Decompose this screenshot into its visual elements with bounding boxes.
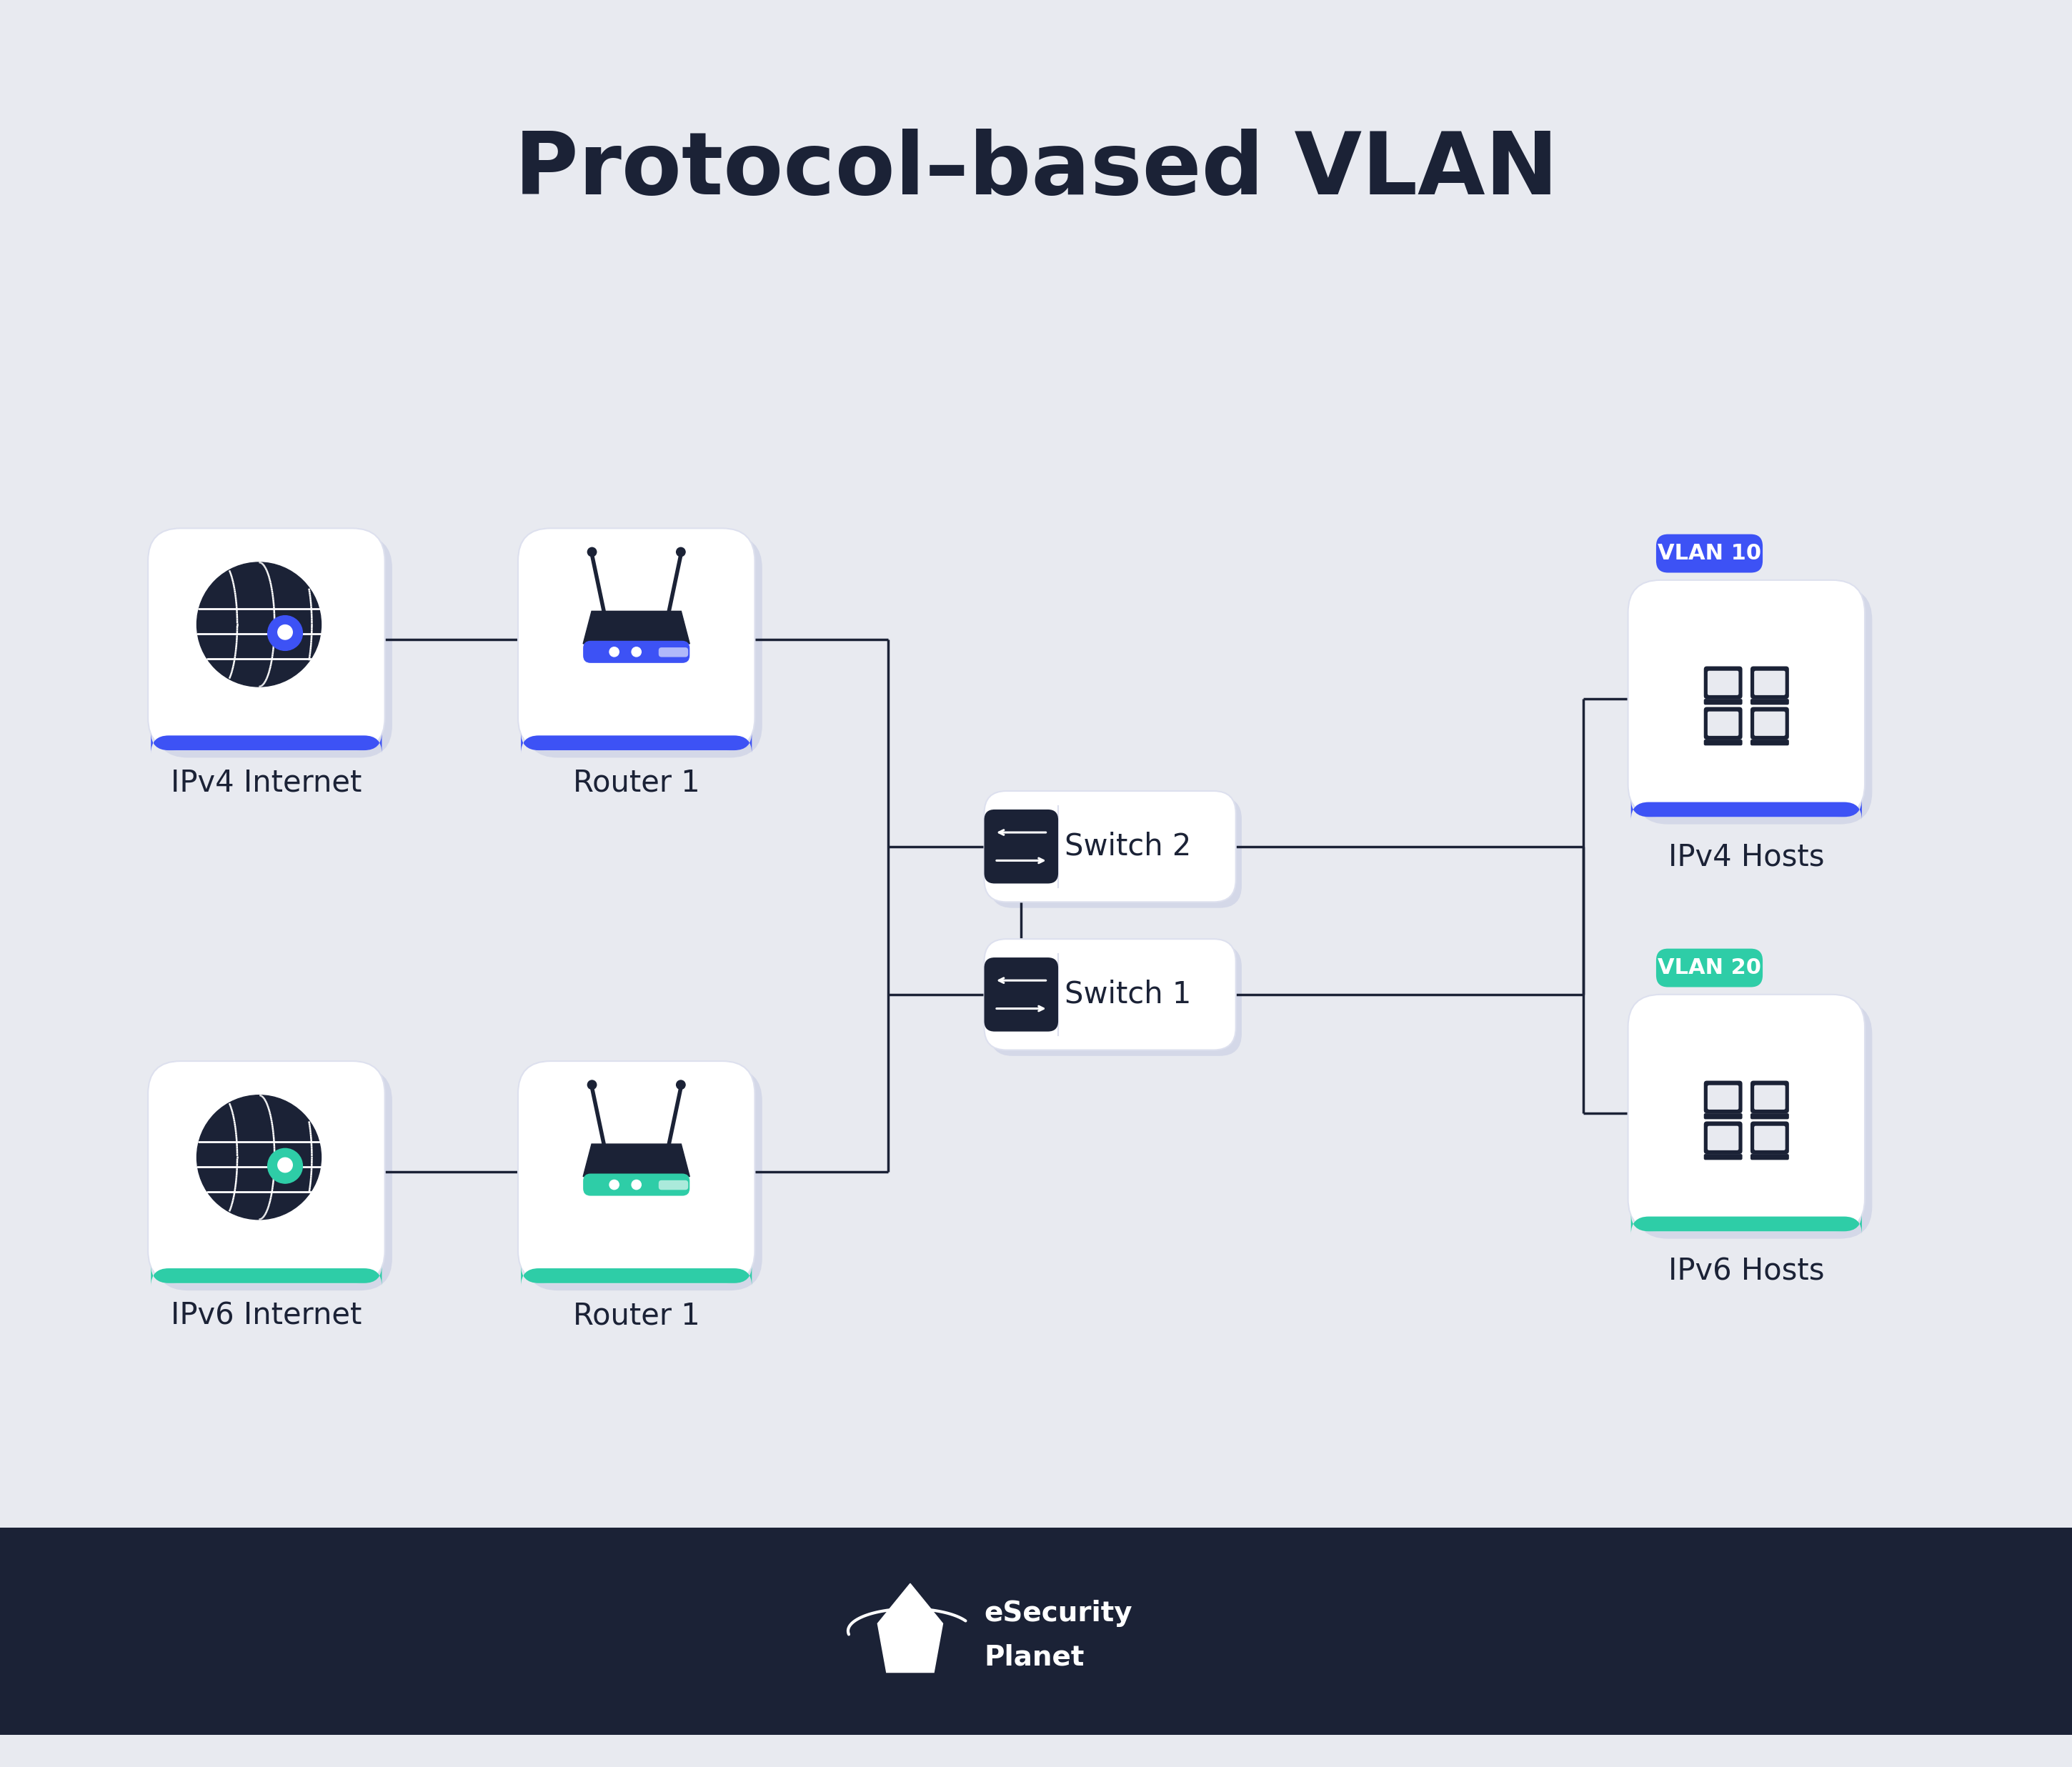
Circle shape [609, 647, 620, 657]
Circle shape [197, 1096, 321, 1219]
FancyBboxPatch shape [526, 1069, 762, 1290]
FancyBboxPatch shape [990, 797, 1241, 908]
Circle shape [267, 615, 303, 650]
FancyBboxPatch shape [984, 792, 1235, 901]
FancyBboxPatch shape [1703, 707, 1743, 740]
FancyBboxPatch shape [1703, 740, 1743, 746]
Text: Router 1: Router 1 [572, 769, 700, 799]
Text: Switch 1: Switch 1 [1065, 979, 1191, 1009]
Polygon shape [276, 634, 296, 650]
Circle shape [675, 1080, 686, 1088]
FancyBboxPatch shape [147, 1062, 385, 1283]
FancyBboxPatch shape [518, 528, 754, 751]
FancyBboxPatch shape [147, 528, 385, 751]
Text: Planet: Planet [984, 1643, 1084, 1672]
Text: VLAN 10: VLAN 10 [1658, 542, 1761, 564]
FancyBboxPatch shape [582, 1173, 690, 1196]
FancyBboxPatch shape [1751, 1154, 1788, 1159]
FancyBboxPatch shape [520, 733, 752, 753]
FancyBboxPatch shape [1629, 580, 1865, 816]
FancyBboxPatch shape [151, 1265, 381, 1286]
Circle shape [588, 548, 597, 557]
Text: IPv6 Internet: IPv6 Internet [170, 1301, 363, 1331]
FancyBboxPatch shape [1635, 1002, 1873, 1239]
FancyBboxPatch shape [1751, 707, 1788, 740]
FancyBboxPatch shape [1703, 700, 1743, 705]
FancyBboxPatch shape [1707, 671, 1738, 694]
Circle shape [278, 1157, 292, 1172]
Circle shape [632, 647, 640, 657]
Circle shape [609, 1180, 620, 1189]
FancyBboxPatch shape [1707, 1126, 1738, 1150]
FancyBboxPatch shape [151, 733, 381, 753]
FancyBboxPatch shape [1707, 712, 1738, 735]
Polygon shape [582, 1143, 690, 1177]
Text: Switch 2: Switch 2 [1065, 832, 1191, 862]
Text: IPv4 Hosts: IPv4 Hosts [1668, 841, 1825, 871]
Text: VLAN 20: VLAN 20 [1658, 958, 1761, 979]
FancyBboxPatch shape [1751, 740, 1788, 746]
FancyBboxPatch shape [1751, 1122, 1788, 1154]
Text: Router 1: Router 1 [572, 1301, 700, 1331]
FancyBboxPatch shape [659, 1180, 688, 1189]
FancyBboxPatch shape [1707, 1085, 1738, 1110]
Text: Protocol–based VLAN: Protocol–based VLAN [514, 129, 1558, 212]
FancyBboxPatch shape [155, 1069, 392, 1290]
FancyBboxPatch shape [984, 809, 1059, 884]
FancyBboxPatch shape [1755, 1085, 1786, 1110]
FancyBboxPatch shape [1703, 1154, 1743, 1159]
FancyBboxPatch shape [1703, 1122, 1743, 1154]
FancyBboxPatch shape [1629, 995, 1865, 1232]
FancyBboxPatch shape [1755, 671, 1786, 694]
FancyBboxPatch shape [659, 647, 688, 657]
Text: eSecurity: eSecurity [984, 1599, 1133, 1627]
Text: IPv4 Internet: IPv4 Internet [170, 769, 363, 799]
Text: IPv6 Hosts: IPv6 Hosts [1668, 1256, 1825, 1286]
FancyBboxPatch shape [990, 945, 1241, 1057]
FancyBboxPatch shape [1703, 666, 1743, 700]
FancyBboxPatch shape [1751, 1081, 1788, 1113]
FancyBboxPatch shape [1751, 666, 1788, 700]
FancyBboxPatch shape [984, 958, 1059, 1032]
FancyBboxPatch shape [155, 535, 392, 758]
Circle shape [278, 626, 292, 640]
Circle shape [632, 1180, 640, 1189]
Circle shape [675, 548, 686, 557]
FancyBboxPatch shape [1656, 949, 1763, 988]
FancyBboxPatch shape [1755, 712, 1786, 735]
FancyBboxPatch shape [1656, 534, 1763, 573]
Circle shape [197, 562, 321, 687]
FancyBboxPatch shape [1631, 799, 1863, 820]
FancyBboxPatch shape [1751, 700, 1788, 705]
FancyBboxPatch shape [520, 1265, 752, 1286]
FancyBboxPatch shape [582, 641, 690, 663]
Polygon shape [276, 1166, 296, 1184]
Circle shape [267, 1149, 303, 1184]
FancyBboxPatch shape [1631, 1214, 1863, 1235]
FancyBboxPatch shape [526, 535, 762, 758]
Bar [0, 1527, 2072, 1735]
FancyBboxPatch shape [1751, 1113, 1788, 1119]
FancyBboxPatch shape [984, 938, 1235, 1050]
FancyBboxPatch shape [1755, 1126, 1786, 1150]
FancyBboxPatch shape [1635, 587, 1873, 823]
FancyBboxPatch shape [1703, 1081, 1743, 1113]
Circle shape [588, 1080, 597, 1088]
Polygon shape [879, 1583, 943, 1672]
FancyBboxPatch shape [1703, 1113, 1743, 1119]
FancyBboxPatch shape [518, 1062, 754, 1283]
Polygon shape [582, 611, 690, 643]
